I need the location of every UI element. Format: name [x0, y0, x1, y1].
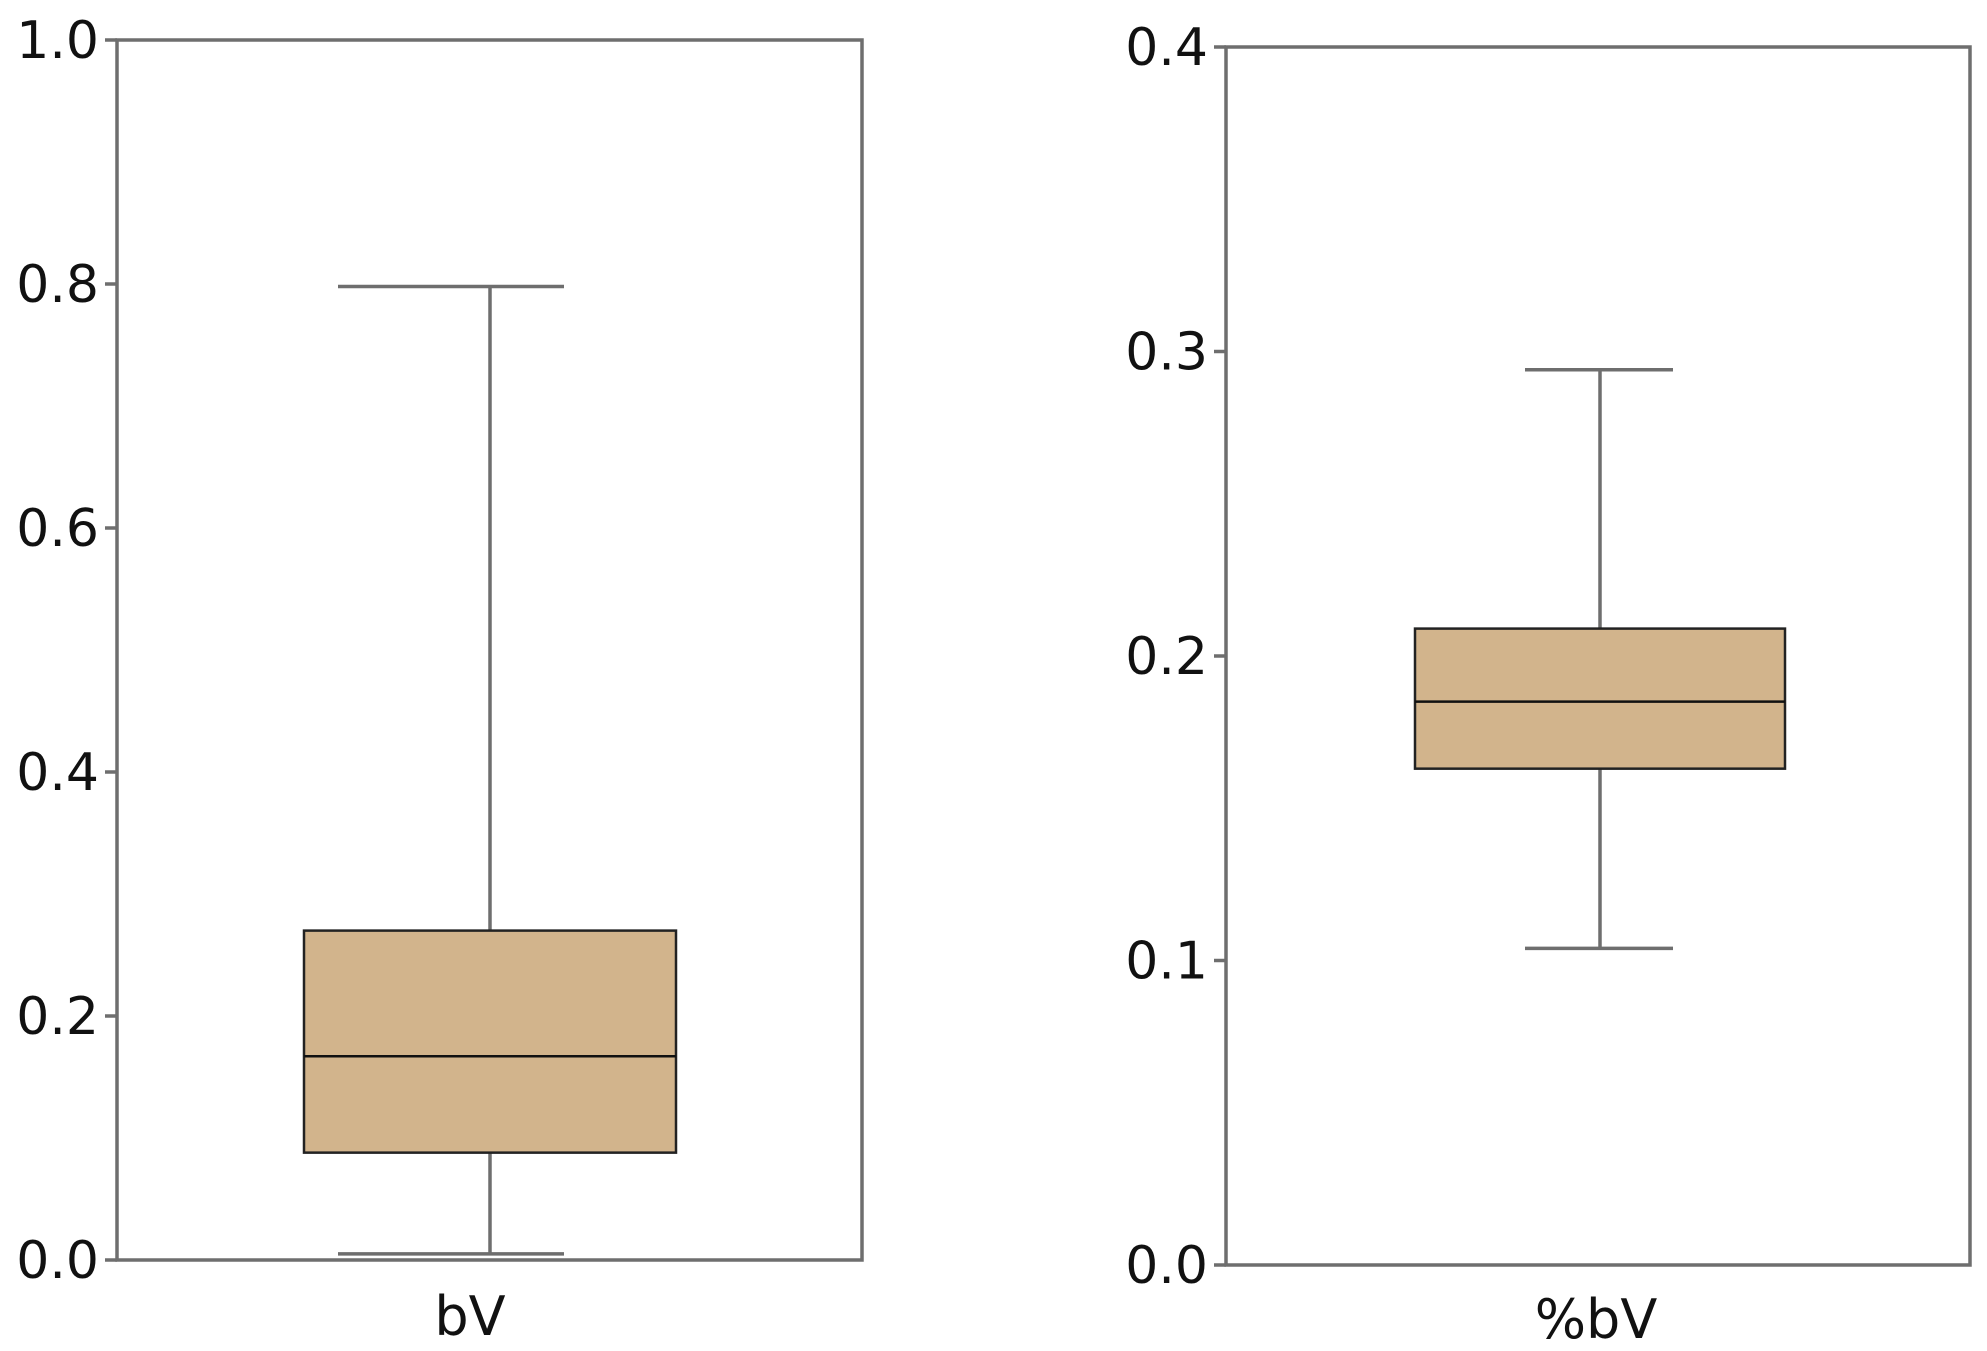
- percent-bv-y-tick-label: 0.0: [1125, 1236, 1208, 1296]
- bv-y-tick-label: 0.6: [16, 499, 99, 559]
- bv-y-tick-label: 0.2: [16, 987, 99, 1047]
- bv-y-tick-label: 0.4: [16, 743, 99, 803]
- bv-y-tick-label: 0.8: [16, 255, 99, 315]
- percent-bv-iqr-box: [1413, 627, 1787, 770]
- percent-bv-category-label: %bV: [1535, 1288, 1658, 1351]
- bv-iqr-box: [302, 929, 678, 1154]
- bv-plot-frame: [115, 38, 864, 1262]
- percent-bv-y-tick-label: 0.4: [1125, 18, 1208, 78]
- percent-bv-y-tick-label: 0.2: [1125, 627, 1208, 687]
- bv-category-label: bV: [434, 1285, 505, 1348]
- bv-boxplot-panel: 0.0 0.2 0.4 0.6 0.8 1.0 bV: [16, 11, 864, 1348]
- percent-bv-y-tick-label: 0.3: [1125, 323, 1208, 383]
- bv-y-tick-label: 0.0: [16, 1231, 99, 1291]
- percent-bv-boxplot-panel: 0.0 0.1 0.2 0.3 0.4 %bV: [1125, 18, 1972, 1351]
- bv-y-tick-label: 1.0: [16, 11, 99, 71]
- percent-bv-y-tick-label: 0.1: [1125, 932, 1208, 992]
